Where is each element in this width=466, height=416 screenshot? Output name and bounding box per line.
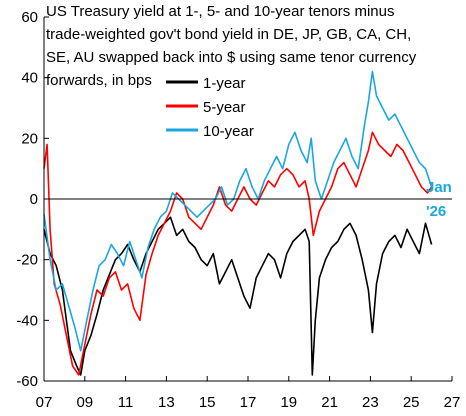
y-tick-label: 60 [21, 9, 38, 26]
x-tick-label: 19 [280, 394, 297, 411]
x-tick-label: 25 [403, 394, 420, 411]
title-line-3: SE, AU swapped back into $ using same te… [46, 49, 417, 66]
series-line-1-year [43, 216, 433, 376]
x-tick-label: 23 [362, 394, 379, 411]
annotation-line-1: Jan [426, 179, 452, 196]
x-tick-label: 27 [444, 394, 461, 411]
y-tick-label: -20 [16, 252, 38, 269]
annotation-jan-26: Jan '26 [426, 179, 452, 220]
x-tick-label: 21 [321, 394, 338, 411]
x-axis-ticks: 07 09 11 13 15 17 19 21 23 25 27 [36, 376, 461, 411]
legend-label-10-year: 10-year [203, 123, 254, 140]
x-tick-label: 15 [199, 394, 216, 411]
x-tick-label: 13 [158, 394, 175, 411]
title-line-2: trade-weighted gov't bond yield in DE, J… [46, 26, 411, 43]
title-line-4: forwards, in bps [46, 72, 152, 89]
series-layer [43, 70, 433, 376]
y-tick-label: 20 [21, 130, 38, 147]
legend-item-1-year: 1-year [166, 75, 246, 92]
y-tick-label: -60 [16, 373, 38, 390]
legend-item-10-year: 10-year [166, 123, 254, 140]
y-tick-label: 0 [30, 191, 38, 208]
plot-area: 60 40 20 0 -20 -40 -60 07 09 11 13 15 17 19 21 23 25 27 [16, 9, 460, 411]
legend-item-5-year: 5-year [166, 99, 246, 116]
x-tick-label: 09 [76, 394, 93, 411]
x-tick-label: 17 [240, 394, 257, 411]
series-line-10-year [43, 70, 433, 352]
x-tick-label: 07 [36, 394, 53, 411]
x-tick-label: 11 [118, 394, 134, 411]
annotation-line-2: '26 [426, 203, 446, 220]
legend-label-1-year: 1-year [203, 75, 246, 92]
title-line-1: US Treasury yield at 1-, 5- and 10-year … [46, 3, 395, 20]
series-line-5-year [43, 131, 433, 376]
y-axis-ticks: 60 40 20 0 -20 -40 -60 [16, 9, 49, 390]
y-tick-label: -40 [16, 312, 38, 329]
legend-label-5-year: 5-year [203, 99, 246, 116]
legend: 1-year 5-year 10-year [166, 75, 254, 140]
chart-title: US Treasury yield at 1-, 5- and 10-year … [46, 3, 417, 89]
y-tick-label: 40 [21, 70, 38, 87]
